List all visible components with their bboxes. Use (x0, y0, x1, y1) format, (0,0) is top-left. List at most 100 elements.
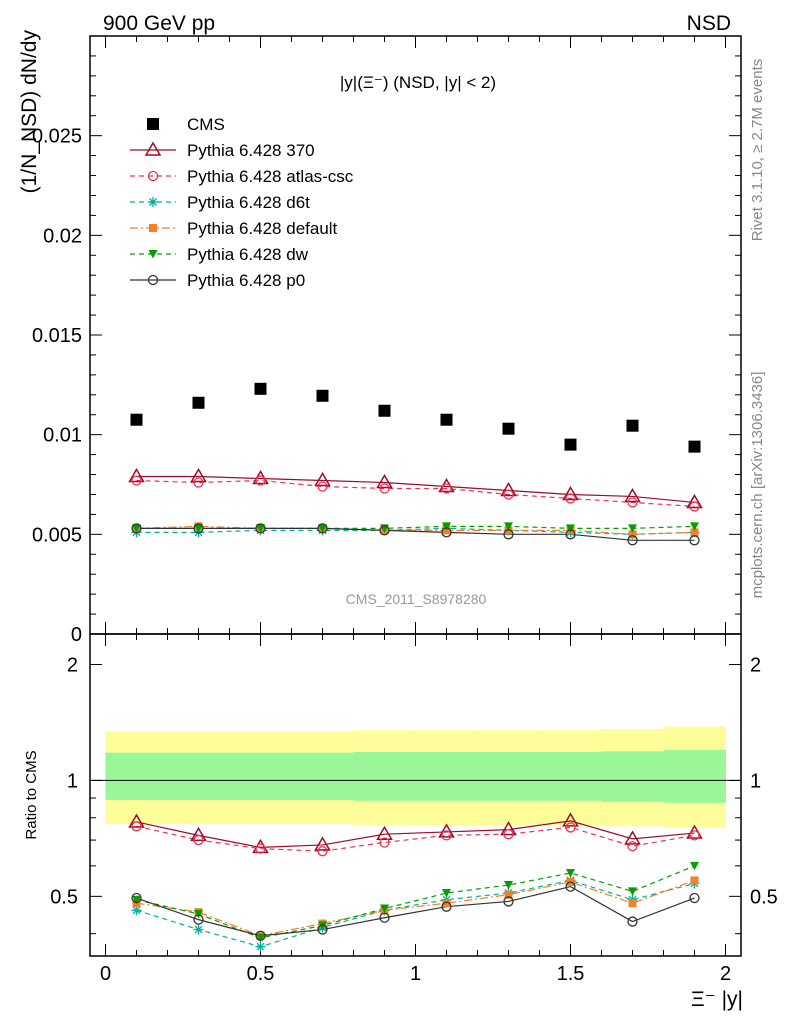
ratio-series-1-point (131, 821, 142, 832)
series-1-main-point (562, 485, 579, 501)
legend-label: Pythia 6.428 p0 (187, 271, 305, 290)
series-2-main-point (565, 493, 576, 504)
series-1-main-point (314, 472, 331, 487)
series-5-main-point (256, 524, 265, 533)
series-2-main-point (689, 501, 700, 512)
ratio-series-5-point (689, 892, 700, 904)
ratio-series-4-point (194, 909, 203, 919)
ratio-series-4-point (132, 895, 141, 905)
series-0-main-point (440, 413, 453, 426)
ratio-series-1-point (689, 830, 700, 841)
ratio-series-3-point (504, 890, 513, 899)
series-2-main-point (379, 483, 390, 494)
ratio-series-0-point (190, 826, 207, 842)
ratio-y-tick-label: 0.5 (50, 886, 78, 908)
series-6-main-point (565, 529, 576, 540)
series-3-main-line (136, 527, 695, 535)
series-6-main-point (379, 525, 390, 536)
ratio-series-4-point (628, 887, 637, 896)
ratio-series-4-point (442, 889, 451, 898)
ratio-series-0-point (562, 812, 579, 827)
series-5-main-point (628, 524, 637, 533)
series-6-main-point (193, 523, 204, 534)
ratio-series-5-point (441, 901, 452, 912)
side-rivet-label: Rivet 3.1.10, ≥ 2.7M events (749, 59, 766, 242)
series-2-main-point (193, 477, 204, 488)
ratio-series-0-point (376, 825, 393, 840)
legend-marker (148, 197, 158, 207)
ratio-series-4-point (566, 868, 575, 878)
ratio-y-tick-label: 1 (67, 770, 78, 792)
series-6-main-line (136, 527, 695, 541)
ratio-series-2-point (193, 924, 204, 935)
series-0-main-point (130, 413, 143, 426)
series-4-main-line (136, 525, 695, 535)
ratio-series-3-point (690, 876, 699, 885)
series-0-main-point (564, 438, 577, 451)
ratio-series-1-point (565, 822, 576, 833)
series-6-main-point (131, 523, 142, 534)
series-0-main-point (192, 396, 205, 409)
main-y-tick-label: 0 (71, 624, 82, 646)
main-y-tick-label: 0.025 (32, 126, 82, 148)
ratio-series-1-point (503, 829, 514, 840)
header-left-label: 900 GeV pp (103, 12, 215, 35)
inner-uncertainty-band (167, 752, 230, 800)
header-right-label: NSD (687, 12, 731, 35)
legend-marker (147, 170, 159, 182)
legend-label: Pythia 6.428 d6t (187, 193, 310, 212)
series-5-main-point (318, 524, 327, 533)
x-tick-label: 1 (410, 963, 421, 985)
series-0-main-point (378, 404, 391, 417)
main-y-axis-label: (1/N_NSD) dN/dy (18, 30, 41, 194)
series-5-main-point (132, 524, 141, 533)
x-tick-label: 2 (720, 963, 731, 985)
inner-uncertainty-band (663, 749, 726, 803)
series-5-main-point (690, 522, 699, 531)
series-1-main-point (624, 487, 641, 503)
ratio-y-tick-label: 2 (67, 654, 78, 676)
series-1-main-point (686, 493, 703, 509)
ratio-series-1-point (193, 834, 204, 846)
series-2-main-point (441, 483, 452, 494)
series-2-main-line (136, 479, 695, 508)
series-5-main-point (194, 524, 203, 533)
ratio-series-5-point (503, 896, 514, 907)
ratio-series-1-point (379, 837, 390, 848)
ratio-series-4-point (380, 904, 389, 913)
legend-marker (147, 118, 159, 130)
x-axis-label: Ξ⁻ |y| (691, 988, 743, 1011)
series-5-main-point (566, 524, 575, 533)
ratio-series-5-point (193, 914, 204, 925)
ratio-series-0-point (438, 823, 455, 838)
ratio-series-1-point (441, 830, 452, 841)
ratio-series-1-point (317, 846, 328, 857)
series-0-main-point (502, 422, 515, 435)
legend-label: Pythia 6.428 dw (187, 245, 309, 264)
series-1-main-point (190, 468, 207, 483)
series-2-main-point (627, 497, 638, 508)
ratio-series-0-point (624, 830, 641, 845)
inner-uncertainty-band (353, 752, 416, 801)
series-6-main-point (255, 523, 266, 534)
series-1-main-line (136, 475, 695, 504)
series-2-main-point (317, 481, 328, 492)
ratio-series-0-point (314, 836, 331, 851)
ratio-series-2-point (131, 905, 142, 916)
series-1-main-point (376, 474, 393, 489)
inner-uncertainty-band (601, 751, 664, 802)
side-mcplots-label: mcplots.cern.ch [arXiv:1306.3436] (749, 372, 766, 599)
series-1-main-point (128, 468, 145, 483)
legend-label: CMS (187, 115, 225, 134)
series-0-main-point (688, 440, 701, 453)
main-y-tick-label: 0.015 (32, 325, 82, 347)
ratio-series-4-point (256, 933, 265, 943)
series-0-main-point (254, 382, 267, 395)
ratio-series-1-point (255, 843, 266, 854)
series-6-main-point (503, 529, 514, 540)
plot-title: |y|(Ξ⁻) (NSD, |y| < 2) (340, 73, 496, 92)
series-2-main-point (255, 475, 266, 486)
watermark: CMS_2011_S8978280 (346, 591, 487, 607)
inner-uncertainty-band (477, 752, 540, 801)
